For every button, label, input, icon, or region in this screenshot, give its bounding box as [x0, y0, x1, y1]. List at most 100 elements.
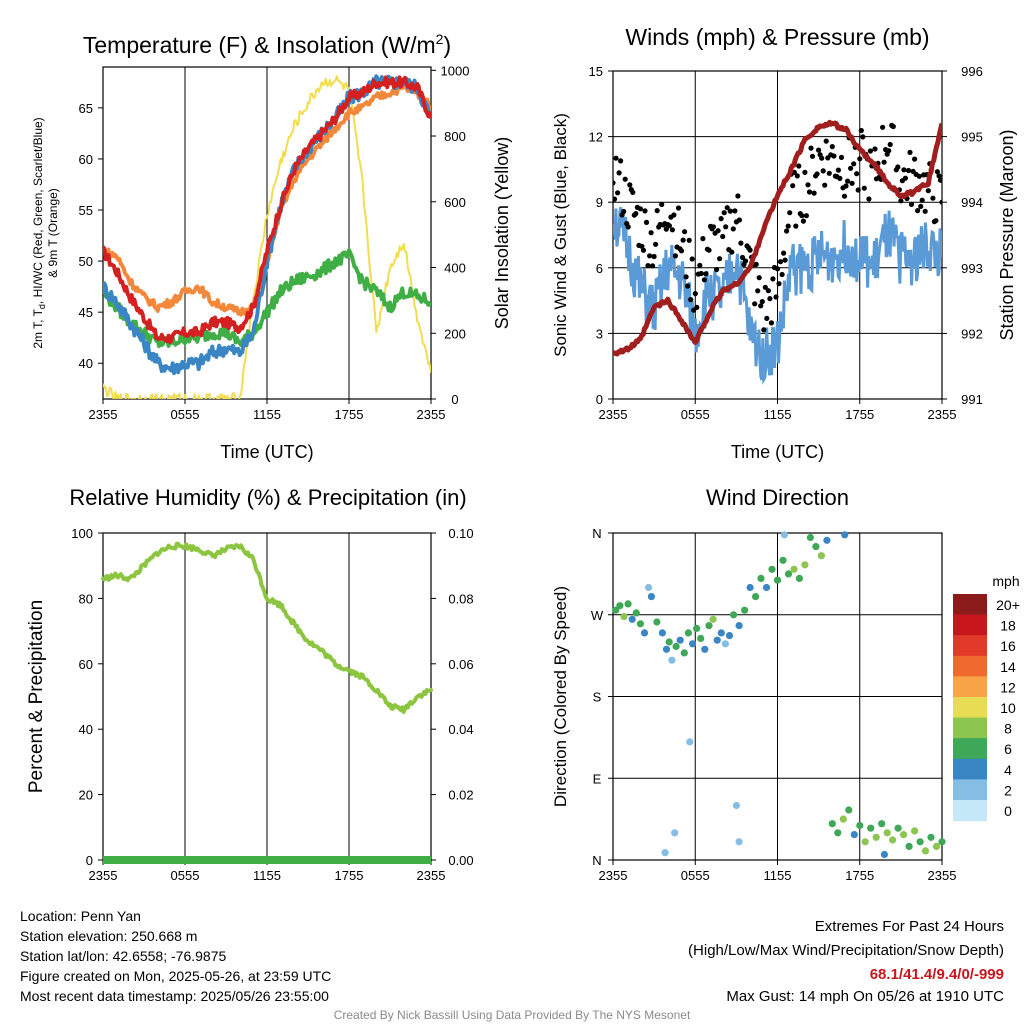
wdir-legend-label: 2: [1004, 782, 1012, 798]
wind-gust-point: [688, 297, 694, 303]
wdir-legend-swatch: [953, 614, 987, 636]
wdir-point: [684, 629, 693, 637]
temp-xtick-label: 1755: [335, 407, 364, 422]
wdir-legend-label: 0: [1004, 803, 1012, 819]
wind-gust-point: [784, 228, 790, 234]
wind-gust-point: [849, 180, 855, 186]
wind-xtick-label: 1155: [764, 407, 792, 422]
wind-gust-point: [930, 195, 936, 201]
wind-y2tick-label: 996: [961, 64, 983, 79]
wind-ytick-label: 9: [596, 195, 603, 210]
extremes-gust: Max Gust: 14 mph On 05/26 at 1910 UTC: [726, 988, 1004, 1005]
wdir-ytick-label: N: [592, 853, 601, 868]
wind-gust-point: [831, 153, 837, 159]
wdir-point: [779, 556, 787, 564]
wind-gust-point: [732, 208, 738, 214]
wind-gust-point: [785, 223, 791, 229]
wind-gust-point: [808, 145, 814, 151]
wind-gust-point: [848, 165, 854, 171]
wind-gust-point: [837, 175, 843, 181]
wind-gust-point: [855, 187, 861, 193]
wdir-point: [905, 842, 913, 851]
wind-gust-point: [866, 196, 872, 202]
wind-gust-point: [706, 247, 712, 253]
wind-gust-point: [675, 205, 682, 211]
wdir-point: [894, 824, 902, 832]
wind-gust-point: [721, 210, 727, 216]
wdir-point: [645, 583, 653, 592]
wind-gust-point: [826, 170, 832, 176]
wdir-point: [801, 561, 809, 569]
wdir-ytick-label: E: [593, 771, 602, 786]
wdir-point: [741, 606, 749, 614]
rh-xtick-label: 1155: [253, 868, 281, 883]
wdir-point: [806, 533, 815, 542]
wdir-point: [867, 824, 875, 832]
wdir-point: [746, 583, 754, 592]
wind-gust-point: [912, 156, 918, 162]
wind-gust-point: [860, 134, 866, 140]
wind-gust-point: [779, 271, 785, 278]
wdir-legend-swatch: [953, 697, 987, 719]
wind-gust-point: [901, 167, 907, 173]
wind-gust-point: [907, 149, 913, 155]
wdir-point: [686, 738, 694, 746]
wind-gust-point: [762, 284, 768, 290]
wind-xtick-label: 2355: [928, 407, 957, 422]
wind-gust-point: [861, 185, 867, 191]
wdir-legend-swatch: [953, 655, 987, 677]
wdir-point: [688, 640, 697, 648]
wind-gust-point: [816, 147, 822, 153]
temp-y2label: Solar Insolation (Yellow): [492, 137, 512, 329]
wind-gust-point: [890, 123, 896, 130]
wdir-legend-label: 8: [1004, 721, 1012, 737]
wind-gust-point: [613, 196, 618, 202]
wind-gust-point: [703, 271, 709, 277]
temp-ylabel-line2: & 9m T (Orange): [46, 188, 60, 278]
wind-gust-point: [640, 247, 647, 253]
wind-gust-point: [841, 193, 848, 199]
wdir-point: [632, 609, 640, 617]
wind-gust-point: [678, 248, 685, 254]
wdir-point: [735, 838, 743, 846]
info-recent: Most recent data timestamp: 2025/05/26 2…: [20, 988, 329, 1004]
wdir-point: [620, 613, 628, 621]
wind-gust-point: [767, 296, 773, 302]
wdir-legend-swatch: [953, 779, 987, 801]
wind-gust-point: [654, 208, 660, 214]
wdir-legend-swatch: [953, 717, 987, 739]
wdir-xtick-label: 1755: [845, 868, 874, 883]
wind-gust-point: [770, 276, 776, 282]
wind-gust-point: [880, 124, 886, 130]
wind-gust-point: [686, 237, 692, 243]
wdir-legend-swatch: [953, 800, 987, 822]
wind-y2tick-label: 993: [961, 261, 983, 276]
wind-gust-point: [717, 256, 723, 262]
wind-ytick-label: 0: [596, 392, 603, 407]
wind-gust-point: [782, 257, 788, 263]
rh-y2tick-label: 0.08: [448, 591, 473, 606]
wind-gust-point: [639, 243, 645, 249]
wind-gust-point: [755, 288, 761, 294]
wind-gust-point: [781, 250, 787, 256]
wind-xtick-label: 1755: [845, 407, 874, 422]
wdir-point: [856, 821, 864, 830]
wind-gust-point: [937, 177, 942, 183]
wind-gust-point: [857, 156, 863, 162]
wdir-legend-title: mph: [992, 573, 1019, 589]
wind-gust-point: [925, 188, 931, 194]
wind-gust-point: [616, 170, 622, 176]
wdir-point: [927, 833, 935, 841]
wind-gust-point: [805, 182, 811, 188]
rh-y2tick-label: 0.02: [448, 788, 473, 803]
extremes-title: Extremes For Past 24 Hours: [814, 918, 1004, 935]
wind-gust-point: [715, 228, 721, 234]
extremes-values: 68.1/41.4/9.4/0/-999: [869, 966, 1004, 983]
wind-gust-point: [765, 288, 772, 294]
wind-title: Winds (mph) & Pressure (mb): [625, 24, 929, 50]
wdir-legend-swatch: [953, 676, 987, 698]
wdir-point: [900, 831, 908, 839]
wind-gust-point: [774, 266, 781, 272]
temp-ytick-label: 45: [79, 305, 93, 320]
wind-gust-point: [653, 241, 659, 247]
